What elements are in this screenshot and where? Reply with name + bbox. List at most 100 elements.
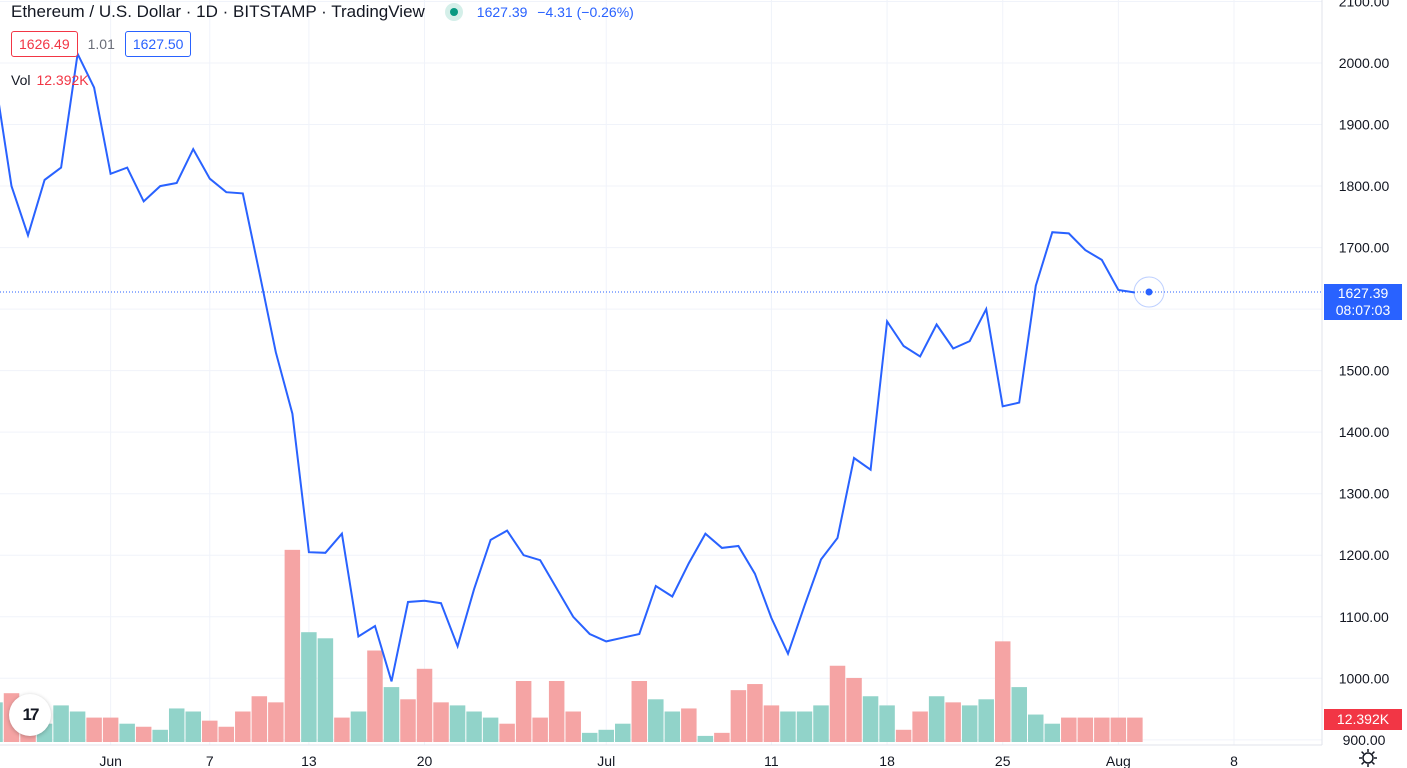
volume-bar <box>350 711 367 742</box>
volume-bar <box>1127 717 1143 742</box>
bid-button[interactable]: 1626.49 <box>11 31 78 57</box>
volume-bar <box>994 641 1011 742</box>
volume-bar <box>895 729 912 742</box>
tradingview-logo-icon[interactable]: 17 <box>9 694 51 736</box>
volume-bars <box>0 549 1143 742</box>
volume-bar <box>383 687 400 742</box>
price-tick-label: 1100.00 <box>1339 609 1389 625</box>
volume-bar <box>548 681 565 742</box>
volume-bar <box>86 717 102 742</box>
symbol-title[interactable]: Ethereum / U.S. Dollar · 1D · BITSTAMP ·… <box>11 2 425 21</box>
volume-bar <box>747 684 763 742</box>
volume-bar <box>664 711 681 742</box>
time-tick-label: 7 <box>206 753 214 768</box>
volume-bar <box>284 549 301 742</box>
volume-bar <box>763 705 780 742</box>
volume-bar <box>268 702 284 742</box>
volume-bar <box>168 708 185 742</box>
volume-bar <box>334 717 350 742</box>
volume-tag: 12.392K <box>1324 709 1402 730</box>
volume-bar <box>780 711 796 742</box>
volume-bar <box>317 638 334 742</box>
volume-bar <box>598 729 614 742</box>
last-price-tag: 1627.39 08:07:03 <box>1324 284 1402 320</box>
live-dot-icon <box>444 3 463 21</box>
volume-bar <box>251 696 268 742</box>
volume-bar <box>1077 717 1094 742</box>
volume-bar <box>978 699 994 742</box>
price-line-series <box>0 50 1136 682</box>
volume-bar <box>0 702 3 742</box>
volume-bar <box>482 717 499 742</box>
volume-bar <box>235 711 251 742</box>
header-change: −4.31 (−0.26%) <box>537 4 634 20</box>
last-price-pulse <box>1133 276 1165 308</box>
volume-bar <box>515 681 532 742</box>
last-price-tag-value: 1627.39 <box>1337 285 1389 301</box>
volume-bar <box>879 705 895 742</box>
price-tick-label: 1500.00 <box>1339 363 1390 379</box>
time-tick-label: 8 <box>1230 753 1238 768</box>
last-price-dot <box>1145 288 1153 296</box>
time-tick-label: Jun <box>99 753 122 768</box>
volume-bar <box>581 732 598 742</box>
volume-bar <box>449 705 466 742</box>
ask-button[interactable]: 1627.50 <box>124 31 192 57</box>
volume-bar <box>1061 717 1077 742</box>
price-tick-label: 2100.00 <box>1339 0 1390 9</box>
price-tick-label: 1800.00 <box>1339 178 1390 194</box>
volume-bar <box>829 665 846 742</box>
volume-bar <box>730 690 747 742</box>
price-tick-label: 900.00 <box>1343 732 1386 748</box>
time-tick-label: 11 <box>764 753 779 768</box>
volume-bar <box>185 711 201 742</box>
volume-bar <box>631 681 648 742</box>
volume-bar <box>202 720 218 742</box>
volume-bar <box>433 702 449 742</box>
volume-bar <box>1110 717 1127 742</box>
volume-bar <box>928 696 945 742</box>
volume-bar <box>135 726 152 742</box>
price-tick-label: 1900.00 <box>1339 117 1390 133</box>
time-axis[interactable]: Jun 7 13 20 Jul 11 18 25 Aug 8 <box>99 753 1238 768</box>
volume-bar <box>1011 687 1027 742</box>
price-tick-label: 1300.00 <box>1339 486 1390 502</box>
time-tick-label: 20 <box>417 753 433 768</box>
volume-bar <box>912 711 928 742</box>
volume-bar <box>615 723 631 742</box>
chart-grid <box>0 0 1322 745</box>
volume-bar <box>367 650 383 742</box>
volume-bar <box>102 717 119 742</box>
chart-header: Ethereum / U.S. Dollar · 1D · BITSTAMP ·… <box>11 0 640 24</box>
volume-legend-name: Vol <box>11 72 31 88</box>
price-tick-label: 1700.00 <box>1339 240 1390 256</box>
volume-bar <box>532 717 548 742</box>
volume-bar <box>218 726 235 742</box>
time-tick-label: 25 <box>995 753 1011 768</box>
price-axis[interactable]: 900.00 1000.00 1100.00 1200.00 1300.00 1400.0… <box>1339 0 1390 748</box>
volume-bar <box>499 723 515 742</box>
time-tick-label: Aug <box>1106 753 1131 768</box>
volume-bar <box>697 735 714 742</box>
price-tick-label: 1400.00 <box>1339 424 1390 440</box>
volume-bar <box>152 729 168 742</box>
header-last-price: 1627.39 <box>476 4 528 20</box>
price-tick-label: 1000.00 <box>1339 670 1390 686</box>
volume-bar <box>648 699 664 742</box>
price-tick-label: 1200.00 <box>1339 547 1390 563</box>
time-tick-label: 13 <box>301 753 317 768</box>
volume-bar <box>119 723 135 742</box>
settings-gear-icon[interactable] <box>1358 748 1378 768</box>
price-tick-label: 2000.00 <box>1339 55 1390 71</box>
volume-legend[interactable]: Vol 12.392K <box>11 72 89 88</box>
header-quote: 1627.39 −4.31 (−0.26%) <box>477 4 640 20</box>
volume-bar <box>466 711 482 742</box>
volume-legend-value: 12.392K <box>36 72 89 88</box>
volume-bar <box>1044 723 1061 742</box>
volume-bar <box>416 668 433 742</box>
time-tick-label: 18 <box>879 753 895 768</box>
volume-bar <box>53 705 69 742</box>
volume-bar <box>961 705 978 742</box>
volume-bar <box>681 708 697 742</box>
